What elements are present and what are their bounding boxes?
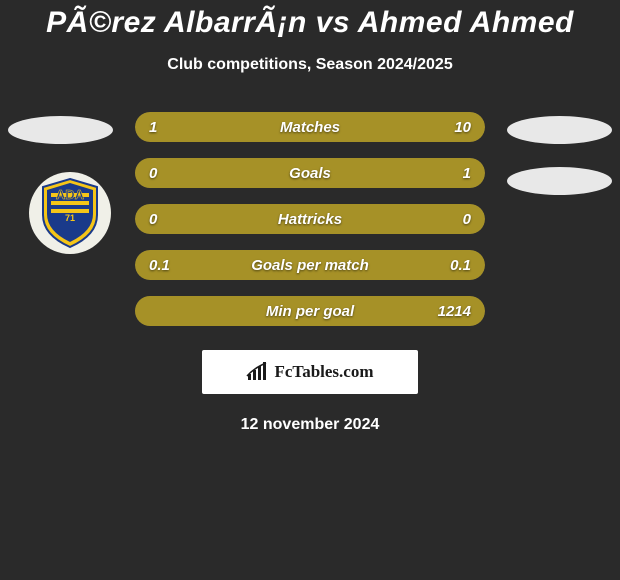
stat-row: 1Matches10 bbox=[135, 112, 485, 142]
stat-row: 0.1Goals per match0.1 bbox=[135, 250, 485, 280]
club-shield-icon: ADA 71 bbox=[39, 177, 101, 249]
stat-row: Min per goal1214 bbox=[135, 296, 485, 326]
stat-label: Goals per match bbox=[205, 257, 415, 274]
subtitle: Club competitions, Season 2024/2025 bbox=[0, 56, 620, 74]
stat-value-right: 1 bbox=[415, 165, 485, 182]
player-right-placeholder-1 bbox=[507, 116, 612, 144]
stat-label: Min per goal bbox=[205, 303, 415, 320]
stat-label: Goals bbox=[205, 165, 415, 182]
stat-value-left: 0 bbox=[135, 211, 205, 228]
stat-row: 0Goals1 bbox=[135, 158, 485, 188]
player-left-placeholder bbox=[8, 116, 113, 144]
infographic-root: PÃ©rez AlbarrÃ¡n vs Ahmed Ahmed Club com… bbox=[0, 0, 620, 434]
club-badge-left: ADA 71 bbox=[29, 172, 111, 254]
stat-rows: 1Matches100Goals10Hattricks00.1Goals per… bbox=[135, 112, 485, 326]
player-right-placeholder-2 bbox=[507, 167, 612, 195]
stat-value-left: 0 bbox=[135, 165, 205, 182]
stat-value-right: 0 bbox=[415, 211, 485, 228]
stat-value-right: 1214 bbox=[415, 303, 485, 320]
stat-value-right: 10 bbox=[415, 119, 485, 136]
svg-text:ADA: ADA bbox=[56, 187, 85, 202]
svg-text:71: 71 bbox=[65, 213, 75, 223]
stat-value-right: 0.1 bbox=[415, 257, 485, 274]
brand-box: FcTables.com bbox=[202, 350, 418, 394]
page-title: PÃ©rez AlbarrÃ¡n vs Ahmed Ahmed bbox=[0, 6, 620, 40]
stat-label: Hattricks bbox=[205, 211, 415, 228]
brand-text: FcTables.com bbox=[274, 362, 373, 382]
stat-label: Matches bbox=[205, 119, 415, 136]
stat-value-left: 1 bbox=[135, 119, 205, 136]
stats-area: ADA 71 1Matches100Goals10Hattricks00.1Go… bbox=[0, 112, 620, 326]
stat-row: 0Hattricks0 bbox=[135, 204, 485, 234]
bar-chart-icon bbox=[246, 362, 270, 382]
stat-value-left: 0.1 bbox=[135, 257, 205, 274]
date-line: 12 november 2024 bbox=[0, 416, 620, 434]
